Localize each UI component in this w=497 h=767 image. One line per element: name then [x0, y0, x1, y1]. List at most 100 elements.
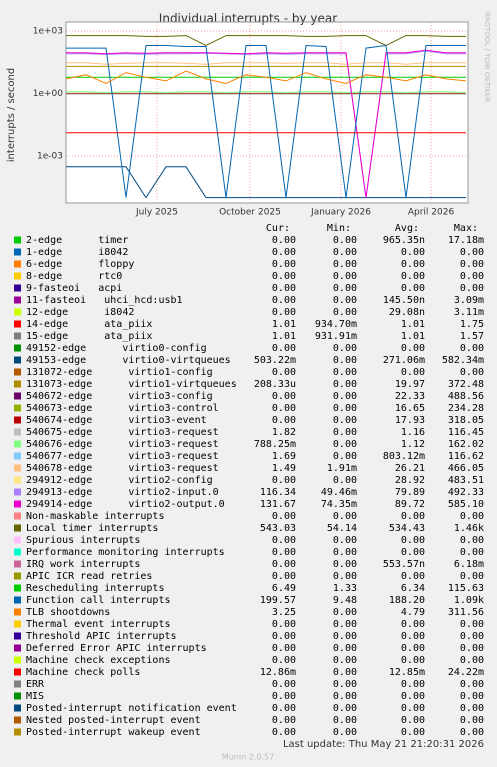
legend-swatch [14, 560, 21, 568]
legend-label: 14-edge ata_piix [26, 319, 152, 330]
legend-value: 318.05 [448, 415, 484, 426]
legend-label: Thermal event interrupts [26, 619, 171, 630]
legend-value: 372.48 [448, 379, 484, 390]
legend-value: 1.09k [454, 595, 484, 606]
legend-label: TLB shootdowns [26, 607, 110, 618]
legend-value: 0.00 [460, 283, 484, 294]
legend-value: 271.06m [383, 355, 425, 366]
legend-value: 466.05 [448, 463, 484, 474]
plot-frame [65, 21, 469, 204]
legend-value: 26.21 [395, 463, 425, 474]
legend-swatch [14, 704, 21, 712]
legend-value: 0.00 [333, 259, 357, 270]
legend-value: 1.01 [272, 319, 296, 330]
series-line [66, 166, 466, 199]
plot-area [66, 22, 468, 203]
legend-label: 49153-edge virtio0-virtqueues [26, 355, 231, 366]
legend-value: 0.00 [272, 571, 296, 582]
legend-swatch [14, 464, 21, 472]
legend-value: 0.00 [333, 235, 357, 246]
legend-swatch [14, 524, 21, 532]
legend-label: MIS [26, 691, 44, 702]
legend-swatch [14, 320, 21, 328]
legend-swatch [14, 596, 21, 604]
legend-value: 0.00 [272, 727, 296, 738]
legend-label: Non-maskable interrupts [26, 511, 164, 522]
legend-value: 0.00 [333, 403, 357, 414]
legend-value: 3.09m [454, 295, 484, 306]
column-header: Avg: [395, 223, 419, 234]
legend-label: Machine check polls [26, 667, 140, 678]
legend-value: 0.00 [272, 307, 296, 318]
legend-value: 0.00 [272, 619, 296, 630]
legend-label: Nested posted-interrupt event [26, 715, 201, 726]
y-axis-label: interrupts / second [6, 68, 17, 162]
legend-value: 0.00 [401, 247, 425, 258]
legend-value: 208.33u [254, 379, 296, 390]
legend-label: 540674-edge virtio3-event [26, 415, 207, 426]
legend-swatch [14, 656, 21, 664]
legend-value: 0.00 [333, 535, 357, 546]
legend-value: 0.00 [272, 655, 296, 666]
legend-swatch [14, 332, 21, 340]
legend-value: 0.00 [401, 535, 425, 546]
legend-swatch [14, 548, 21, 556]
legend-label: Spurious interrupts [26, 535, 140, 546]
legend-label: 540676-edge virtio3-request [26, 439, 219, 450]
legend-value: 0.00 [272, 283, 296, 294]
legend-value: 0.00 [333, 547, 357, 558]
series-line [66, 91, 467, 94]
legend-label: 15-edge ata_piix [26, 331, 152, 342]
legend-swatch [14, 512, 21, 520]
legend-value: 19.97 [395, 379, 425, 390]
legend-value: 116.45 [448, 427, 484, 438]
legend-value: 49.46m [321, 487, 357, 498]
legend-value: 0.00 [460, 619, 484, 630]
legend-value: 0.00 [401, 691, 425, 702]
legend-swatch [14, 260, 21, 268]
legend-value: 0.00 [401, 343, 425, 354]
legend-value: 0.00 [333, 295, 357, 306]
legend-value: 234.28 [448, 403, 484, 414]
legend-value: 0.00 [272, 679, 296, 690]
legend-value: 3.11m [454, 307, 484, 318]
legend-value: 0.00 [333, 691, 357, 702]
legend-value: 803.12m [383, 451, 425, 462]
legend-label: Posted-interrupt wakeup event [26, 727, 201, 738]
legend-value: 0.00 [460, 571, 484, 582]
legend-value: 79.89 [395, 487, 425, 498]
legend-value: 483.51 [448, 475, 484, 486]
legend-swatch [14, 644, 21, 652]
column-header: Cur: [266, 223, 290, 234]
legend-label: 9-fasteoi acpi [26, 283, 122, 294]
legend-value: 0.00 [401, 547, 425, 558]
legend-value: 0.00 [333, 727, 357, 738]
legend-value: 0.00 [460, 343, 484, 354]
legend-value: 934.70m [315, 319, 357, 330]
legend-label: 540678-edge virtio3-request [26, 463, 219, 474]
legend-label: 12-edge i8042 [26, 307, 134, 318]
legend-value: 0.00 [272, 631, 296, 642]
legend-swatch [14, 392, 21, 400]
legend-value: 0.00 [460, 511, 484, 522]
legend-swatch [14, 728, 21, 736]
legend-value: 0.00 [333, 427, 357, 438]
legend-value: 3.25 [272, 607, 296, 618]
legend-value: 0.00 [333, 379, 357, 390]
legend-swatch [14, 584, 21, 592]
legend-swatch [14, 440, 21, 448]
legend-value: 585.10 [448, 499, 484, 510]
legend-value: 0.00 [272, 403, 296, 414]
legend-value: 582.34m [442, 355, 484, 366]
legend-value: 0.00 [333, 451, 357, 462]
legend-value: 0.00 [460, 271, 484, 282]
legend-label: Posted-interrupt notification event [26, 703, 237, 714]
legend-value: 12.86m [260, 667, 296, 678]
legend-value: 0.00 [333, 715, 357, 726]
legend-swatch [14, 356, 21, 364]
legend-value: 1.46k [454, 523, 484, 534]
legend-swatch [14, 308, 21, 316]
legend-label: Threshold APIC interrupts [26, 631, 177, 642]
legend-value: 0.00 [272, 643, 296, 654]
footer: Munin 2.0.57 [222, 753, 274, 762]
